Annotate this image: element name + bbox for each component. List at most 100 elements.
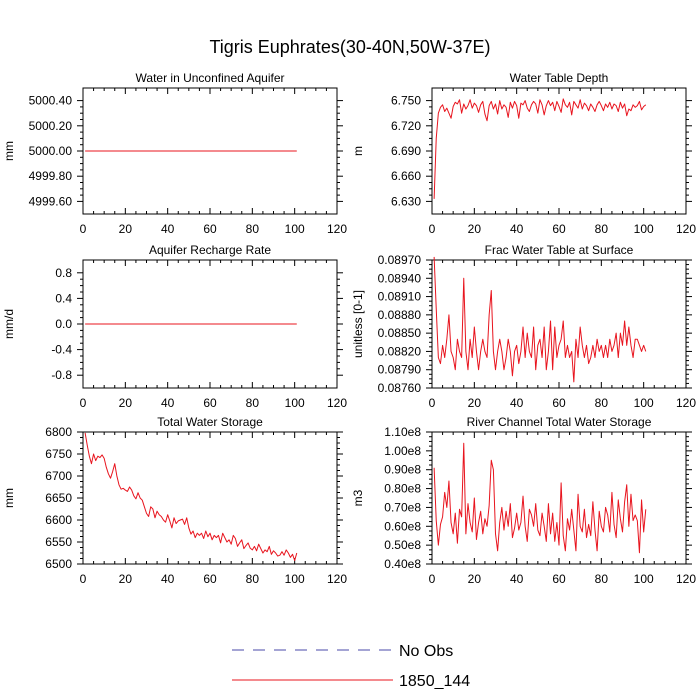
y-tick-label: 0.50e8 (384, 538, 421, 552)
x-tick-label: 40 (510, 222, 524, 236)
legend: No Obs 1850_144 (232, 643, 470, 690)
y-tick-label: 0.8 (55, 266, 72, 280)
plot-frame (82, 431, 338, 565)
y-tick-label: 0.08850 (378, 326, 422, 340)
x-tick-label: 40 (161, 396, 175, 410)
y-tick-label: 0.4 (55, 291, 72, 305)
x-tick-label: 20 (468, 572, 482, 586)
x-tick-label: 20 (119, 396, 133, 410)
x-tick-label: 100 (634, 222, 654, 236)
x-tick-label: 60 (203, 572, 217, 586)
x-tick-label: 80 (595, 572, 609, 586)
plot-frame (431, 259, 687, 389)
panel-3: Aquifer Recharge Rate mm/d 0 20 40 60 80 100 120… (2, 243, 347, 410)
panel-6: River Channel Total Water Storage m3 0 20 40… (351, 415, 696, 586)
x-tick-label: 60 (552, 222, 566, 236)
x-tick-label: 80 (246, 222, 260, 236)
x-tick-label: 60 (552, 572, 566, 586)
y-axis-label: mm (2, 141, 16, 161)
y-tick-label: 0.08880 (378, 308, 422, 322)
x-tick-label: 120 (327, 396, 347, 410)
x-tick-label: 0 (429, 572, 436, 586)
panel-title: Water in Unconfined Aquifer (136, 71, 285, 85)
x-tick-label: 40 (510, 396, 524, 410)
x-tick-label: 80 (246, 396, 260, 410)
x-tick-label: 120 (676, 572, 696, 586)
y-tick-label: 0.0 (55, 317, 72, 331)
x-tick-label: 100 (285, 396, 305, 410)
legend-label: No Obs (399, 643, 453, 660)
y-tick-label: 6.720 (391, 119, 421, 133)
y-tick-label: 6750 (45, 447, 72, 461)
x-tick-label: 60 (552, 396, 566, 410)
x-tick-label: 40 (161, 572, 175, 586)
panel-title: Water Table Depth (510, 71, 609, 85)
x-tick-label: 0 (429, 222, 436, 236)
x-tick-label: 120 (327, 222, 347, 236)
y-tick-label: 6.690 (391, 144, 421, 158)
y-tick-label: 0.08760 (378, 381, 422, 395)
x-tick-label: 100 (285, 572, 305, 586)
y-tick-label: 0.08820 (378, 344, 422, 358)
y-tick-label: 6700 (45, 469, 72, 483)
y-tick-label: 0.40e8 (384, 557, 421, 571)
y-tick-label: 6550 (45, 535, 72, 549)
x-tick-label: 0 (80, 572, 87, 586)
x-tick-label: 40 (161, 222, 175, 236)
y-tick-label: 6.630 (391, 194, 421, 208)
y-tick-label: 0.70e8 (384, 500, 421, 514)
y-tick-label: 6.750 (391, 94, 421, 108)
panel-title: Total Water Storage (157, 415, 263, 429)
plots-grid: Water in Unconfined Aquifer mm 0 20 40 60 80 10… (2, 71, 696, 586)
panel-2: Water Table Depth m 0 20 40 60 80 100 120 6.630 6.… (351, 71, 696, 236)
y-tick-label: 5000.00 (29, 144, 73, 158)
x-tick-label: 120 (676, 396, 696, 410)
y-axis-label: mm/d (2, 309, 16, 339)
x-tick-label: 0 (429, 396, 436, 410)
y-tick-label: 0.80e8 (384, 482, 421, 496)
legend-label: 1850_144 (399, 673, 470, 690)
y-tick-label: 5000.40 (29, 94, 73, 108)
panel-title: Frac Water Table at Surface (485, 243, 634, 257)
x-tick-label: 20 (468, 396, 482, 410)
y-tick-label: 0.08790 (378, 363, 422, 377)
series-line-1850-144 (84, 432, 298, 561)
x-tick-label: 60 (203, 396, 217, 410)
series-line-1850-144 (433, 98, 647, 199)
x-tick-label: 20 (119, 222, 133, 236)
y-tick-label: 6600 (45, 513, 72, 527)
y-tick-label: 6800 (45, 425, 72, 439)
panel-5: Total Water Storage mm 0 20 40 60 80 100 120 6500… (2, 415, 347, 586)
x-tick-label: 40 (510, 572, 524, 586)
panel-1: Water in Unconfined Aquifer mm 0 20 40 60 80 10… (2, 71, 347, 236)
y-tick-label: 0.08910 (378, 290, 422, 304)
y-tick-label: 0.08940 (378, 271, 422, 285)
y-tick-label: 4999.60 (29, 194, 73, 208)
panel-title: Aquifer Recharge Rate (149, 243, 271, 257)
x-tick-label: 80 (595, 396, 609, 410)
y-tick-label: 0.08970 (378, 253, 422, 267)
x-tick-label: 0 (80, 396, 87, 410)
y-axis-label: mm (2, 488, 16, 508)
series-line-1850-144 (433, 442, 647, 554)
y-tick-label: 6.660 (391, 169, 421, 183)
y-axis-label: unitless [0-1] (351, 290, 365, 358)
x-tick-label: 120 (676, 222, 696, 236)
x-tick-label: 100 (634, 396, 654, 410)
figure-title: Tigris Euphrates(30-40N,50W-37E) (209, 37, 490, 57)
x-tick-label: 100 (634, 572, 654, 586)
y-tick-label: 5000.20 (29, 119, 73, 133)
x-tick-label: 20 (468, 222, 482, 236)
y-tick-label: 6500 (45, 557, 72, 571)
y-tick-label: -0.4 (51, 343, 72, 357)
y-tick-label: 1.10e8 (384, 425, 421, 439)
y-axis-label: m3 (351, 489, 365, 506)
x-tick-label: 0 (80, 222, 87, 236)
y-axis-label: m (351, 146, 365, 156)
panel-4: Frac Water Table at Surface unitless [0-1… (351, 243, 696, 410)
x-tick-label: 20 (119, 572, 133, 586)
x-tick-label: 80 (246, 572, 260, 586)
series-line-1850-144 (433, 256, 647, 383)
panel-title: River Channel Total Water Storage (467, 415, 652, 429)
